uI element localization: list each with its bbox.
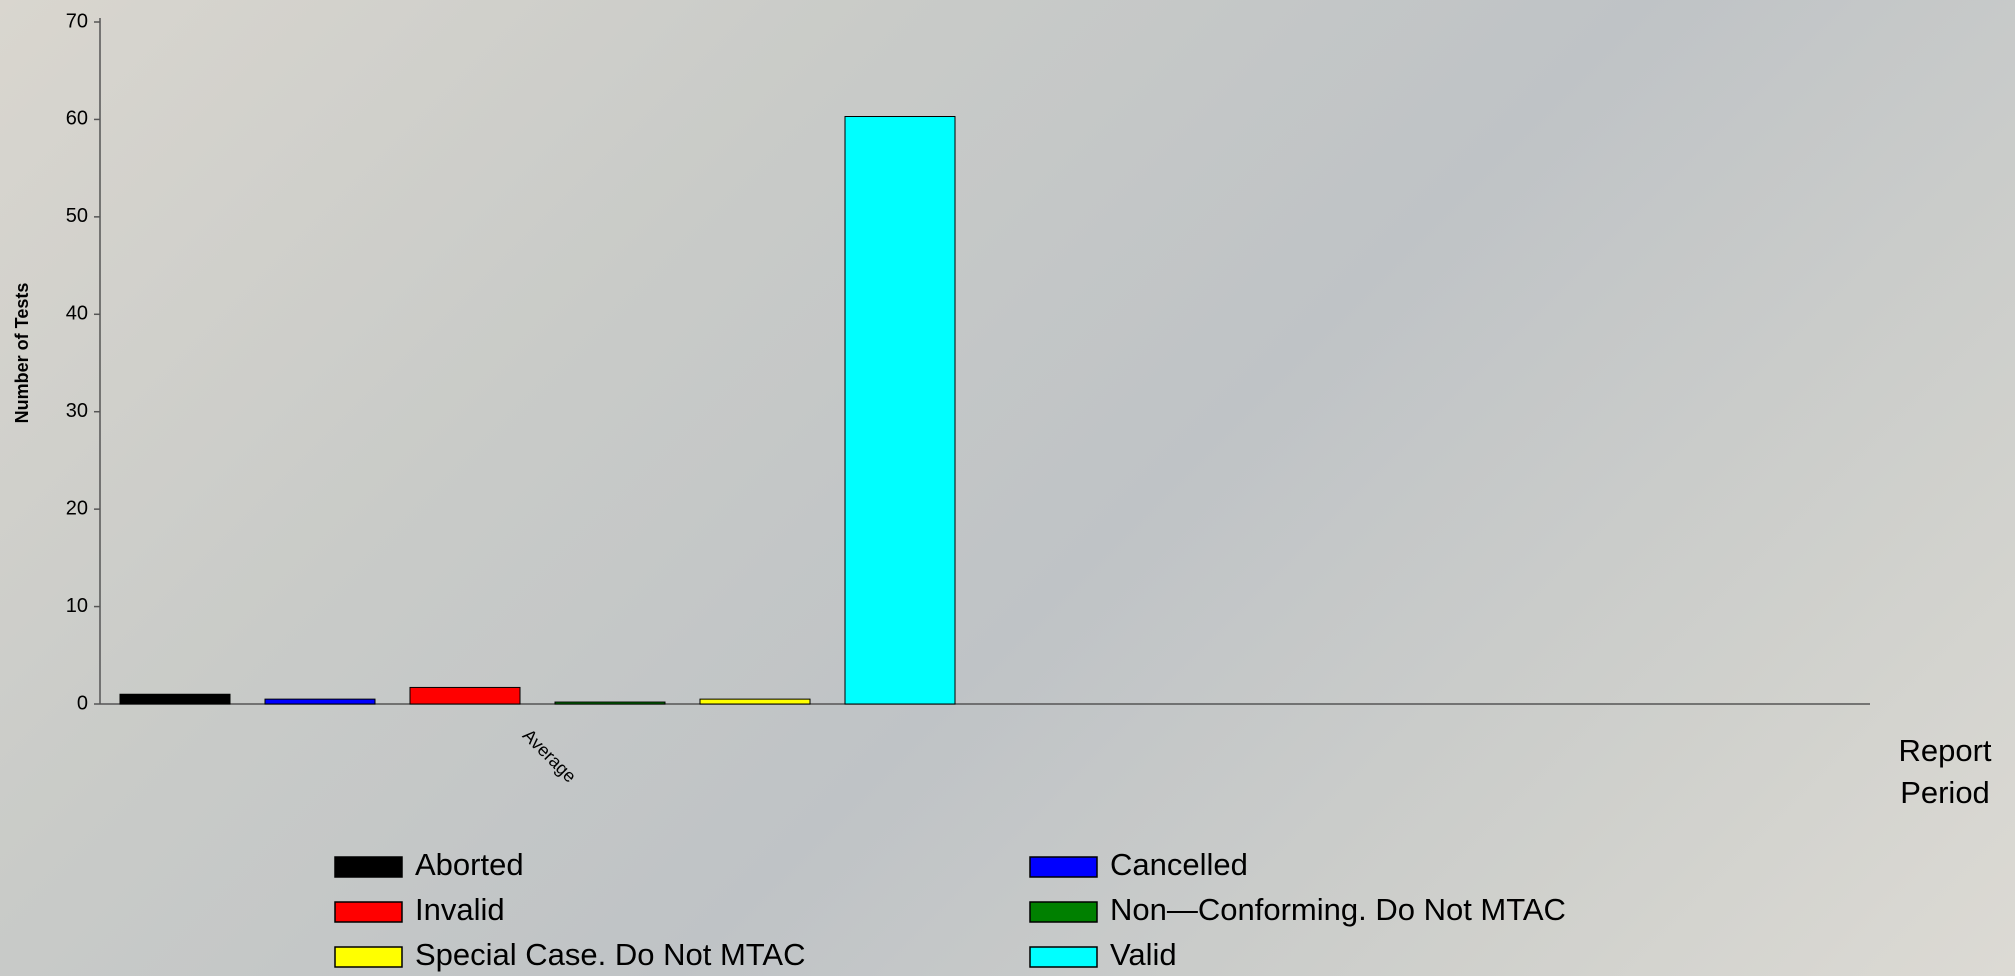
bar (409, 686, 521, 705)
y-tick-label: 50 (66, 205, 88, 227)
legend-swatch (1029, 946, 1098, 968)
legend-swatch (334, 946, 403, 968)
y-tick-label: 10 (66, 595, 88, 617)
legend-swatch (334, 856, 403, 878)
legend-label: Invalid (415, 892, 505, 927)
x-tick-label: Average (519, 725, 580, 786)
bar (844, 116, 956, 705)
bar (699, 698, 811, 705)
legend-swatch (334, 901, 403, 923)
y-tick-label: 30 (66, 400, 88, 422)
legend-swatch (1029, 856, 1098, 878)
y-axis-label: Number of Tests (12, 283, 32, 424)
legend-label: Cancelled (1110, 847, 1248, 882)
legend-label: Valid (1110, 937, 1177, 972)
y-tick-label: 20 (66, 497, 88, 519)
y-tick-label: 40 (66, 303, 88, 325)
bar (264, 698, 376, 705)
y-tick-label: 70 (66, 10, 88, 32)
legend-swatch (1029, 901, 1098, 923)
y-tick-label: 60 (66, 108, 88, 130)
legend-label: Aborted (415, 847, 524, 882)
y-tick-label: 0 (77, 692, 88, 714)
bar (119, 693, 231, 705)
legend-label: Special Case. Do Not MTAC (415, 937, 806, 972)
x-axis-label: Report Period (1898, 733, 1992, 810)
legend-label: Non—Conforming. Do Not MTAC (1110, 892, 1566, 927)
bar (554, 701, 666, 705)
